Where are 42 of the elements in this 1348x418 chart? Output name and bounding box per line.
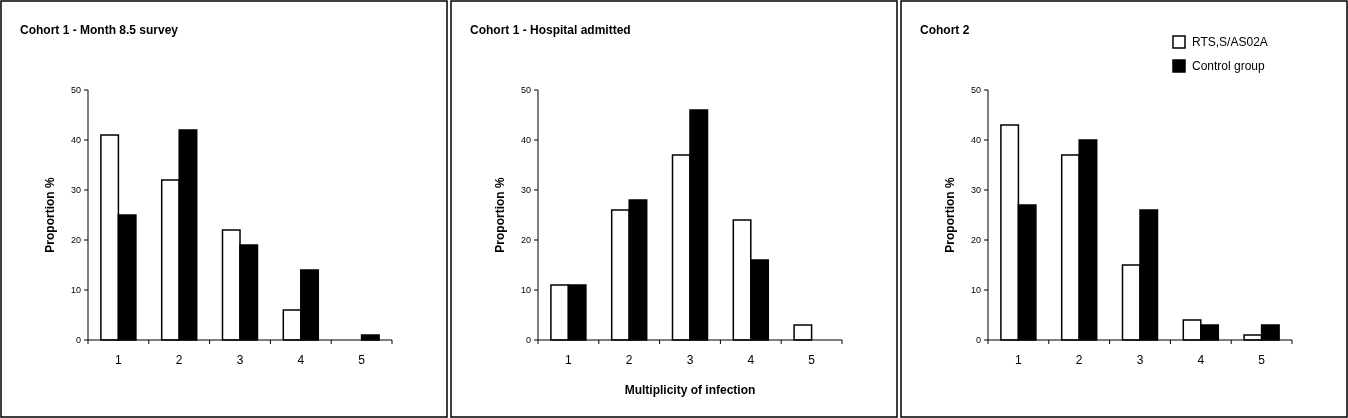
- y-tick-label: 30: [970, 185, 981, 196]
- y-tick-label: 20: [520, 235, 531, 246]
- x-axis-title: Multiplicity of infection: [624, 383, 756, 397]
- y-tick-label: 10: [520, 285, 531, 296]
- x-tick-label: 3: [1136, 353, 1144, 367]
- y-tick-label: 40: [970, 135, 981, 146]
- y-tick-label: 30: [520, 185, 531, 196]
- y-tick-label: 50: [520, 85, 531, 96]
- legend-label: RTS,S/AS02A: [1192, 35, 1268, 50]
- y-tick-label: 30: [70, 185, 81, 196]
- x-tick-label: 2: [175, 353, 183, 367]
- legend-label: Control group: [1192, 59, 1266, 74]
- y-axis-title: Proportion %: [493, 177, 507, 253]
- y-axis-title: Proportion %: [43, 177, 57, 253]
- y-tick-label: 40: [520, 135, 531, 146]
- y-tick-label: 20: [70, 235, 81, 246]
- x-tick-label: 3: [686, 353, 694, 367]
- chart-title: Cohort 2: [920, 23, 970, 37]
- x-tick-label: 1: [1015, 353, 1023, 367]
- x-tick-label: 3: [236, 353, 244, 367]
- y-tick-label: 0: [75, 335, 81, 346]
- y-tick-label: 50: [970, 85, 981, 96]
- x-tick-label: 2: [625, 353, 633, 367]
- chart-title: Cohort 1 - Month 8.5 survey: [20, 23, 179, 37]
- x-tick-label: 1: [115, 353, 123, 367]
- x-tick-label: 4: [297, 353, 305, 367]
- x-tick-label: 5: [1258, 353, 1266, 367]
- y-tick-label: 10: [970, 285, 981, 296]
- y-axis-title: Proportion %: [943, 177, 957, 253]
- x-tick-label: 5: [808, 353, 816, 367]
- x-tick-label: 4: [747, 353, 755, 367]
- y-tick-label: 10: [70, 285, 81, 296]
- x-tick-label: 4: [1197, 353, 1205, 367]
- x-tick-label: 5: [358, 353, 366, 367]
- y-tick-label: 0: [525, 335, 531, 346]
- y-tick-label: 40: [70, 135, 81, 146]
- y-tick-label: 0: [975, 335, 981, 346]
- y-tick-label: 50: [70, 85, 81, 96]
- x-tick-label: 2: [1075, 353, 1083, 367]
- chart-title: Cohort 1 - Hospital admitted: [470, 23, 631, 37]
- x-tick-label: 1: [565, 353, 573, 367]
- y-tick-label: 20: [970, 235, 981, 246]
